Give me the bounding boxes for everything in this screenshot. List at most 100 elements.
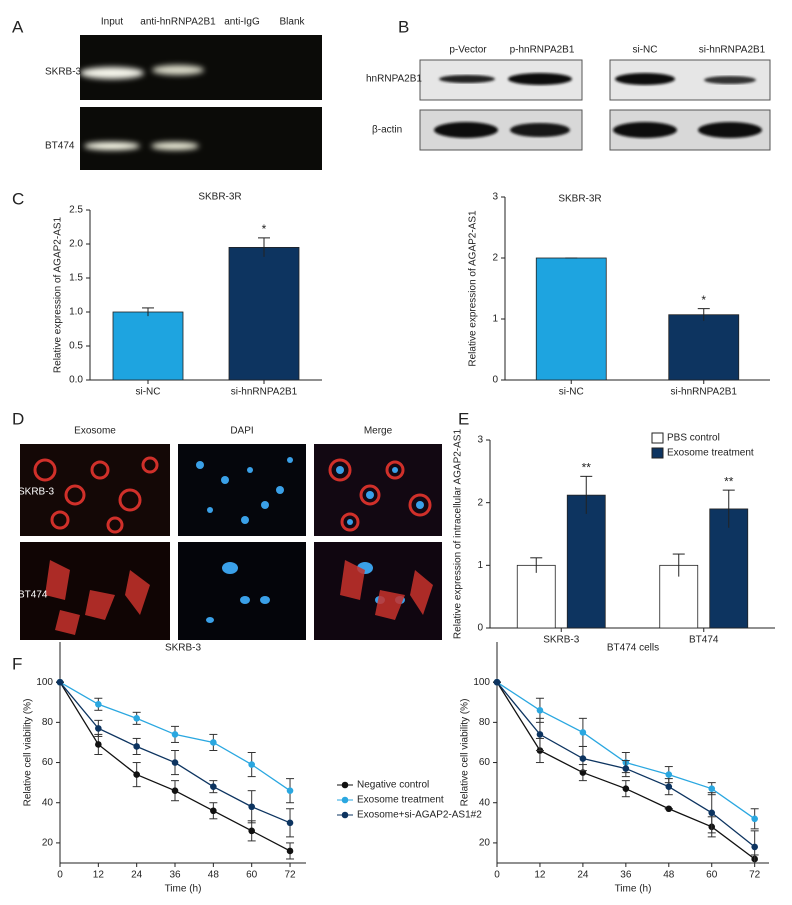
panel-label: D <box>12 409 24 428</box>
x-tick-label: SKRB-3 <box>543 635 580 646</box>
y-tick-label: 80 <box>42 717 54 728</box>
y-axis-label: Relative expression of AGAP2-AS1 <box>53 216 64 373</box>
x-tick-label: 24 <box>131 870 143 881</box>
micrograph-images <box>20 444 442 640</box>
data-point <box>133 715 140 722</box>
panel-label: C <box>12 189 24 208</box>
data-point <box>248 803 255 811</box>
row-label: β-actin <box>372 125 402 136</box>
data-point <box>210 739 217 746</box>
data-point <box>622 785 630 792</box>
y-tick-label: 3 <box>477 435 483 446</box>
data-point <box>622 765 630 772</box>
column-label: Exosome <box>74 426 116 437</box>
data-point <box>171 731 179 738</box>
legend-label: Exosome treatment <box>667 448 754 459</box>
data-point <box>286 847 294 855</box>
data-point <box>665 783 673 790</box>
data-point <box>171 787 179 794</box>
bar <box>228 246 300 381</box>
bar <box>112 311 184 381</box>
data-point <box>210 807 217 815</box>
y-tick-label: 2.5 <box>69 205 83 216</box>
column-label: DAPI <box>230 426 253 437</box>
data-point <box>248 827 255 835</box>
legend-label: Exosome+si-AGAP2-AS1#2 <box>357 810 482 821</box>
annotation: * <box>701 293 706 307</box>
legend-label: Negative control <box>357 780 429 791</box>
data-point <box>665 771 673 778</box>
data-point <box>210 783 217 790</box>
row-label: hnRNPA2B1 <box>366 74 422 85</box>
x-tick-label: BT474 <box>689 635 719 646</box>
column-label: p-Vector <box>449 45 487 56</box>
x-tick-label: si-NC <box>136 387 161 398</box>
column-label: si-hnRNPA2B1 <box>699 45 766 56</box>
y-tick-label: 2 <box>477 497 483 508</box>
x-tick-label: si-NC <box>559 387 584 398</box>
panel-label: B <box>398 17 409 36</box>
data-point <box>579 755 587 762</box>
legend-marker <box>341 811 349 819</box>
data-point <box>171 759 179 766</box>
chart-title: SKBR-3R <box>198 192 241 203</box>
y-tick-label: 20 <box>479 838 491 849</box>
data-point <box>579 729 587 736</box>
y-tick-label: 1 <box>477 560 483 571</box>
row-label: BT474 <box>45 141 75 152</box>
x-tick-label: 24 <box>577 870 589 881</box>
x-axis-label: Time (h) <box>615 884 652 895</box>
data-point <box>493 678 501 686</box>
chart-title: SKRB-3 <box>165 643 202 654</box>
y-tick-label: 80 <box>479 717 491 728</box>
annotation: ** <box>724 474 734 488</box>
chart-title: BT474 cells <box>607 643 659 654</box>
column-label: Merge <box>364 426 393 437</box>
data-point <box>56 678 64 686</box>
gel-image <box>80 35 322 170</box>
y-tick-label: 3 <box>492 192 498 203</box>
annotation: * <box>262 222 267 236</box>
y-tick-label: 40 <box>42 797 54 808</box>
y-tick-label: 2 <box>492 253 498 264</box>
legend-swatch <box>651 447 664 459</box>
legend-marker <box>341 781 349 789</box>
data-point <box>95 741 102 748</box>
bar <box>516 564 556 629</box>
x-tick-label: 48 <box>663 870 675 881</box>
y-tick-label: 100 <box>473 677 490 688</box>
y-tick-label: 0 <box>492 375 498 386</box>
column-label: Input <box>101 17 123 28</box>
y-tick-label: 40 <box>479 797 491 808</box>
column-label: p-hnRNPA2B1 <box>510 45 575 56</box>
column-label: anti-hnRNPA2B1 <box>140 17 216 28</box>
x-tick-label: 72 <box>749 870 761 881</box>
x-tick-label: 60 <box>706 870 718 881</box>
data-point <box>95 725 102 732</box>
x-tick-label: 0 <box>494 870 500 881</box>
y-tick-label: 1 <box>492 314 498 325</box>
bar <box>535 257 607 381</box>
row-label: SKRB-3 <box>45 67 82 78</box>
y-axis-label: Relative expression of AGAP2-AS1 <box>468 210 479 367</box>
data-point <box>665 805 673 813</box>
column-label: si-NC <box>633 45 658 56</box>
y-tick-label: 60 <box>479 757 491 768</box>
row-label: BT474 <box>18 590 48 601</box>
blot-image <box>419 59 771 151</box>
annotation: ** <box>582 461 592 475</box>
column-label: anti-IgG <box>224 17 260 28</box>
panel-label: E <box>458 409 469 428</box>
legend-swatch <box>651 432 664 444</box>
x-tick-label: 48 <box>208 870 220 881</box>
data-point <box>536 707 544 714</box>
data-point <box>95 700 102 708</box>
bar <box>709 508 749 629</box>
y-tick-label: 0.0 <box>69 375 83 386</box>
x-axis-label: Time (h) <box>165 884 202 895</box>
x-tick-label: 72 <box>284 870 296 881</box>
data-point <box>536 731 544 738</box>
y-tick-label: 20 <box>42 838 54 849</box>
